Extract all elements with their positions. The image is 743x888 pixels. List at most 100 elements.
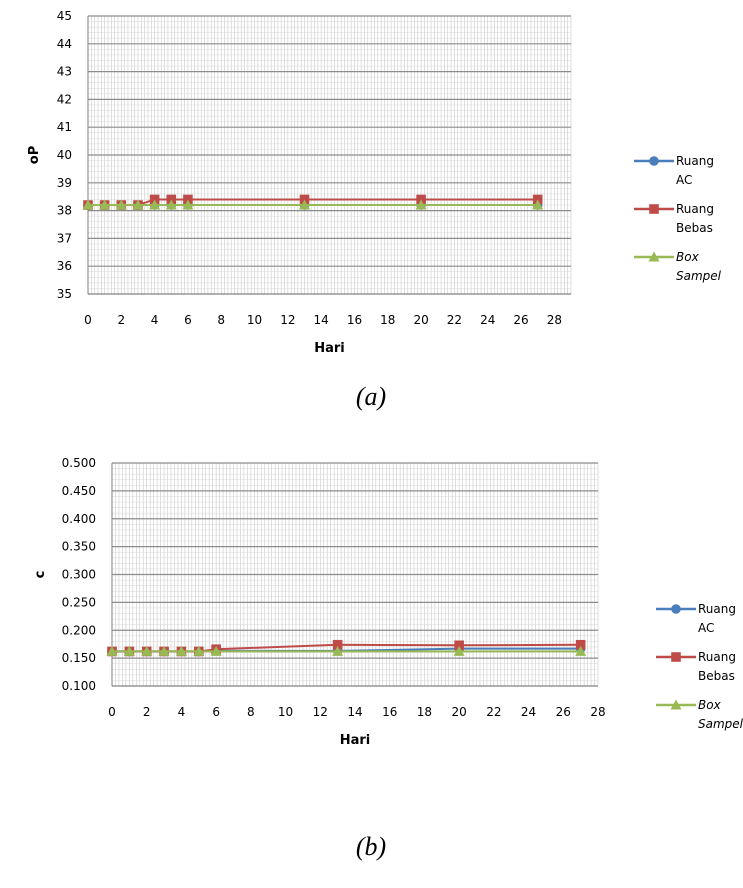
y-tick-label: 40 [57, 148, 72, 162]
x-tick-label: 12 [280, 313, 295, 327]
x-tick-label: 8 [217, 313, 225, 327]
y-tick-label: 39 [57, 176, 72, 190]
y-tick-label: 43 [57, 65, 72, 79]
data-point [132, 199, 144, 210]
x-tick-label: 16 [347, 313, 362, 327]
legend-label: Ruang [676, 202, 714, 216]
x-tick-label: 14 [314, 313, 329, 327]
legend-marker [648, 251, 660, 262]
x-tick-label: 24 [480, 313, 495, 327]
y-tick-label: 0.100 [62, 679, 96, 693]
x-tick-label: 12 [313, 705, 328, 719]
data-point [415, 199, 427, 210]
y-tick-label: 0.400 [62, 512, 96, 526]
x-tick-label: 26 [556, 705, 571, 719]
x-tick-label: 18 [417, 705, 432, 719]
x-tick-label: 22 [486, 705, 501, 719]
x-tick-label: 20 [452, 705, 467, 719]
legend-label: Ruang [698, 650, 736, 664]
data-point [106, 645, 118, 656]
data-point [166, 194, 177, 205]
data-point [141, 645, 153, 656]
chart-b: 0.100 0.150 0.200 0.250 0.300 0.350 0.400 0.450… [33, 456, 743, 861]
legend-label: Bebas [676, 221, 713, 235]
x-tick-label: 20 [413, 313, 428, 327]
figure-caption: (a) [356, 382, 386, 411]
data-point [453, 645, 465, 656]
y-tick-label: 0.200 [62, 623, 96, 637]
data-point [332, 639, 343, 650]
data-point [210, 645, 222, 656]
y-tick-label: 36 [57, 259, 72, 273]
data-point [193, 645, 205, 656]
data-point [99, 199, 111, 210]
legend-label: Box [676, 250, 700, 264]
data-point [183, 194, 193, 205]
data-point [158, 645, 170, 656]
data-point [532, 194, 543, 205]
y-tick-label: 42 [57, 92, 72, 106]
data-point [182, 199, 194, 210]
y-tick-label: 0.350 [62, 540, 96, 554]
legend-marker [670, 699, 682, 710]
y-tick-label: 37 [57, 231, 72, 245]
x-tick-label: 2 [143, 705, 151, 719]
data-point [175, 645, 187, 656]
figure-caption: (b) [356, 832, 386, 861]
x-tick-label: 4 [178, 705, 186, 719]
legend-label: AC [698, 621, 714, 635]
y-tick-label: 0.250 [62, 595, 96, 609]
legend-label: Sampel [676, 269, 722, 283]
legend-label: Ruang [698, 602, 736, 616]
x-tick-label: 26 [513, 313, 528, 327]
y-tick-label: 44 [57, 37, 72, 51]
data-point [82, 199, 94, 210]
legend-marker [671, 604, 681, 614]
y-axis-title: c [33, 571, 48, 579]
x-axis-title: Hari [340, 733, 371, 748]
x-tick-label: 10 [278, 705, 293, 719]
data-point [575, 639, 586, 650]
data-point [149, 199, 161, 210]
x-tick-label: 16 [382, 705, 397, 719]
data-point [299, 194, 310, 205]
x-tick-label: 10 [247, 313, 262, 327]
legend-label: Ruang [676, 154, 714, 168]
legend-label: AC [676, 173, 692, 187]
data-point [165, 199, 177, 210]
y-tick-label: 0.450 [62, 484, 96, 498]
y-axis-title: oP [27, 146, 42, 164]
legend-label: Box [698, 698, 722, 712]
x-tick-label: 22 [447, 313, 462, 327]
y-tick-label: 41 [57, 120, 72, 134]
y-tick-label: 0.500 [62, 456, 96, 470]
legend-marker [649, 204, 659, 214]
y-tick-label: 0.150 [62, 651, 96, 665]
data-point [115, 199, 127, 210]
x-tick-label: 0 [84, 313, 92, 327]
data-point [123, 645, 135, 656]
legend-label: Bebas [698, 669, 735, 683]
y-tick-label: 0.300 [62, 568, 96, 582]
data-point [416, 194, 426, 205]
x-tick-label: 18 [380, 313, 395, 327]
x-tick-label: 0 [108, 705, 116, 719]
data-point [332, 645, 344, 656]
data-point [149, 194, 160, 205]
x-tick-label: 24 [521, 705, 536, 719]
x-tick-label: 28 [547, 313, 562, 327]
x-tick-label: 14 [347, 705, 362, 719]
y-tick-label: 38 [57, 204, 72, 218]
x-tick-label: 8 [247, 705, 255, 719]
x-tick-label: 2 [117, 313, 125, 327]
y-tick-label: 35 [57, 287, 72, 301]
x-axis-title: Hari [314, 341, 345, 356]
y-tick-label: 45 [57, 9, 72, 23]
x-tick-label: 4 [151, 313, 159, 327]
legend-marker [649, 156, 659, 166]
data-point [454, 640, 464, 651]
legend-marker [671, 652, 681, 662]
x-tick-label: 6 [212, 705, 220, 719]
